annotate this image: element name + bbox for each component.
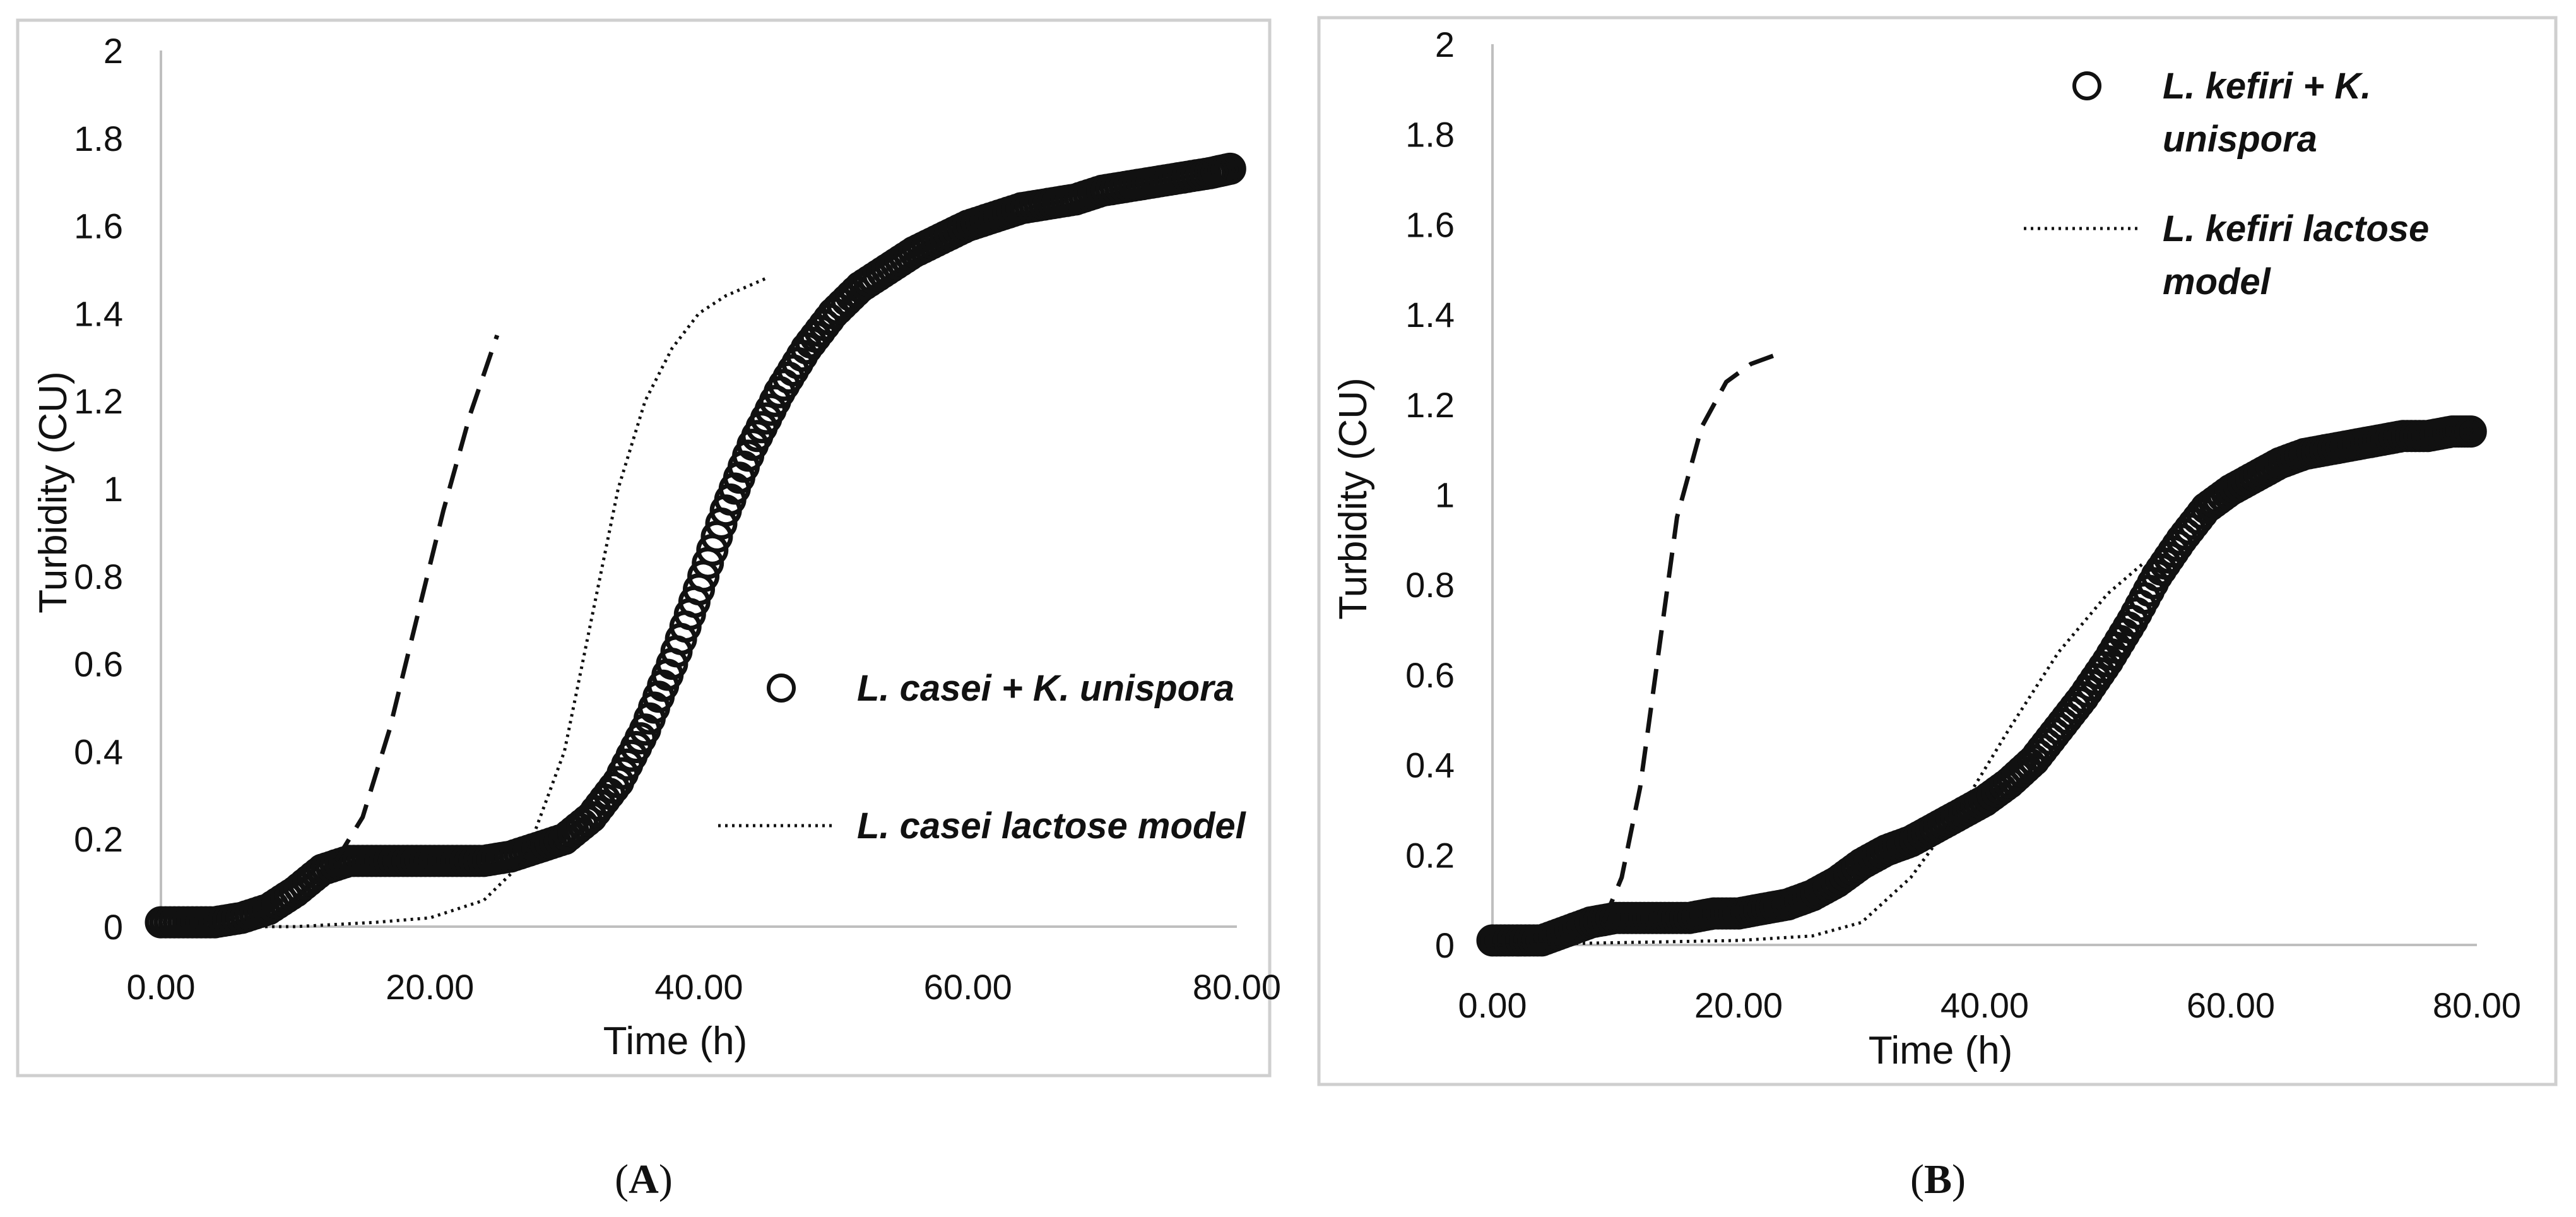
panel-a-frame: [16, 18, 1272, 1077]
legend-label: L. casei + K. unispora: [857, 668, 1234, 709]
y-tick-label: 1.8: [1405, 115, 1455, 155]
series-dashed-line: [334, 334, 500, 862]
series-dashed-line: [1601, 353, 1776, 923]
x-tick-label: 80.00: [2433, 985, 2521, 1025]
y-tick-label: 0.4: [1405, 745, 1455, 785]
legend: L. casei + K. unispora L. casei lactose m…: [718, 668, 1247, 846]
x-tick-label: 60.00: [924, 967, 1012, 1007]
y-tick-label: 1.8: [74, 119, 123, 158]
legend-circle-marker: [767, 674, 796, 703]
x-axis-title: Time (h): [603, 1019, 747, 1063]
y-axis-title: Turbidity (CU): [1332, 377, 1375, 620]
x-tick-label: 20.00: [386, 967, 474, 1007]
captions: (A) (B): [615, 1156, 1966, 1202]
x-axis-title: Time (h): [1869, 1029, 2012, 1072]
y-tick-label: 0.2: [1405, 835, 1455, 875]
legend-label-line-2: model: [2163, 261, 2272, 302]
y-tick-label: 0: [1435, 925, 1455, 965]
legend-label: L. casei lactose model: [857, 805, 1247, 846]
y-tick-label: 2: [103, 31, 123, 71]
data-point: [1214, 152, 1246, 185]
y-tick-label: 1.4: [74, 294, 123, 333]
chart-a: 00.20.40.60.811.21.41.61.820.00 20.00 40.0…: [32, 31, 1281, 1063]
y-tick-label: 1.4: [1405, 295, 1455, 335]
y-tick-label: 0.4: [74, 732, 123, 771]
y-tick-label: 1.2: [74, 381, 123, 421]
data-point: [2454, 415, 2487, 448]
series-dotted-line: [161, 276, 767, 929]
x-tick-label: 40.00: [654, 967, 743, 1007]
x-tick-label: 20.00: [1694, 985, 1783, 1025]
y-tick-label: 1: [1435, 475, 1455, 515]
panel-caption: (B): [1910, 1156, 1966, 1202]
legend-label-line-1: L. kefiri lactose: [2163, 208, 2429, 249]
y-axis-title: Turbidity (CU): [32, 371, 75, 614]
y-tick-label: 0: [103, 907, 123, 947]
legend-circle-marker: [2072, 71, 2101, 100]
series-markers: [1476, 415, 2487, 957]
panel-letter: B: [1924, 1156, 1952, 1202]
series-markers: [145, 152, 1246, 939]
legend: L. kefiri + K. unispora L. kefiri lactose m…: [2024, 66, 2429, 302]
legend-label-line-2: unispora: [2163, 119, 2317, 160]
x-tick-label: 0.00: [127, 967, 196, 1007]
y-tick-label: 0.2: [74, 819, 123, 859]
y-tick-label: 2: [1435, 25, 1455, 64]
panel-letter: A: [629, 1156, 659, 1202]
y-tick-label: 0.8: [1405, 565, 1455, 605]
y-tick-label: 1.6: [1405, 205, 1455, 244]
x-tick-label: 60.00: [2187, 985, 2275, 1025]
chart-b: 00.20.40.60.811.21.41.61.820.00 20.00 40.0…: [1332, 25, 2521, 1072]
legend-label-line-1: L. kefiri + K.: [2163, 66, 2371, 107]
y-tick-label: 1: [103, 469, 123, 509]
y-tick-label: 1.6: [74, 206, 123, 246]
x-tick-label: 0.00: [1458, 985, 1527, 1025]
x-tick-label: 40.00: [1941, 985, 2029, 1025]
x-tick-label: 80.00: [1193, 967, 1281, 1007]
y-tick-label: 0.8: [74, 557, 123, 597]
y-tick-label: 1.2: [1405, 385, 1455, 425]
panel-caption: (A): [615, 1156, 673, 1202]
panel-b-frame: [1317, 16, 2558, 1086]
series-dotted-line: [1492, 561, 2146, 947]
y-tick-label: 0.6: [74, 644, 123, 684]
y-tick-label: 0.6: [1405, 655, 1455, 695]
